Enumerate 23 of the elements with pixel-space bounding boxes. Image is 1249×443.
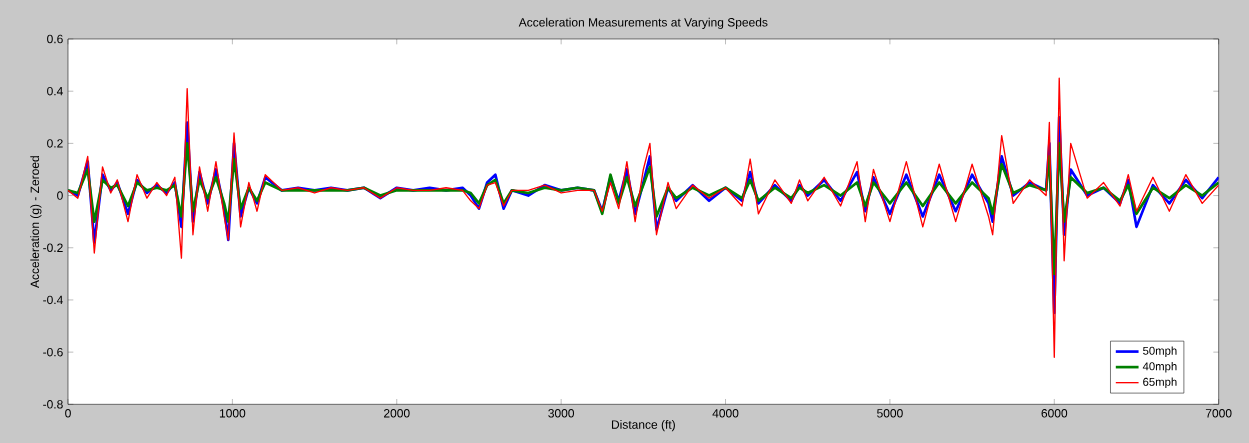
- x-tick-label: 6000: [1041, 409, 1068, 418]
- x-tick-label: 7000: [1205, 409, 1232, 418]
- x-tick-label: 4000: [712, 409, 739, 418]
- y-tick-label: 0.2: [47, 139, 63, 148]
- x-tick-label: 3000: [548, 409, 575, 418]
- y-tick-label: -0.6: [43, 347, 63, 357]
- y-tick-label: -0.4: [43, 295, 63, 305]
- y-tick-label: 0: [57, 191, 63, 200]
- x-axis-title: Distance (ft): [611, 420, 675, 432]
- y-axis-title: Acceleration (g) - Zeroed: [30, 156, 42, 289]
- y-tick-label: 0.6: [47, 34, 63, 44]
- y-tick-label: -0.8: [43, 400, 63, 409]
- x-tick-label: 1000: [219, 409, 246, 418]
- chart-title: Acceleration Measurements at Varying Speeds: [518, 17, 768, 29]
- legend-label: 40mph: [1142, 362, 1177, 373]
- y-tick-label: 0.4: [47, 86, 63, 96]
- y-tick-label: -0.2: [43, 243, 63, 253]
- x-tick-label: 0: [65, 409, 71, 418]
- line-series: [68, 77, 1219, 359]
- legend-label: 65mph: [1143, 377, 1177, 389]
- x-tick-label: 5000: [877, 409, 903, 418]
- x-tick-label: 2000: [384, 409, 410, 418]
- legend-label: 50mph: [1143, 346, 1177, 358]
